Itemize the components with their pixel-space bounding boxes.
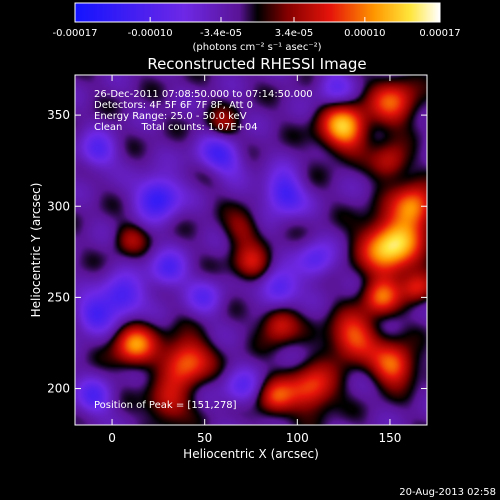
colorbar: -0.00017 -0.00010 -3.4e-05 3.4e-05 0.00010 0.… [53,2,461,53]
y-axis-ticks: 200 250 300 350 [47,108,427,396]
annotation-time-range: 26-Dec-2011 07:08:50.000 to 07:14:50.000 [94,89,313,100]
plot-area: 0 50 100 150 200 250 300 350 [47,74,428,445]
annotation-detectors: Detectors: 4F 5F 6F 7F 8F, Att 0 [94,100,253,111]
annotation-method-counts: Clean Total counts: 1.07E+04 [94,122,258,133]
x-axis-label: Heliocentric X (arcsec) [183,447,319,461]
colorbar-gradient [75,3,440,22]
annotation-block: 26-Dec-2011 07:08:50.000 to 07:14:50.000… [94,89,313,411]
colorbar-tick-label: 0.00010 [344,28,385,39]
colorbar-units: (photons cm⁻² s⁻¹ asec⁻²) [192,42,321,53]
colorbar-ticks: -0.00017 -0.00010 -3.4e-05 3.4e-05 0.00010 0.… [53,17,461,39]
x-tick-label: 50 [197,431,212,445]
x-tick-label: 0 [108,431,116,445]
chart-title: Reconstructed RHESSI Image [147,55,366,73]
x-axis-ticks: 0 50 100 150 [108,75,401,445]
colorbar-tick-label: 3.4e-05 [275,28,313,39]
footer-timestamp: 20-Aug-2013 02:58 [399,487,496,498]
x-tick-label: 150 [378,431,401,445]
y-tick-label: 250 [47,290,70,304]
y-tick-label: 300 [47,199,70,213]
colorbar-tick-label: -3.4e-05 [200,28,242,39]
plot-frame [74,74,428,426]
colorbar-tick-label: -0.00010 [128,28,173,39]
x-tick-label: 100 [286,431,309,445]
annotation-energy-range: Energy Range: 25.0 - 50.0 keV [94,111,247,122]
colorbar-frame [74,2,441,23]
y-tick-label: 350 [47,108,70,122]
colorbar-tick-label: 0.00017 [419,28,460,39]
peak-position-label: Position of Peak = [151,278] [94,400,237,411]
heatmap-image [75,75,427,425]
y-axis-label: Heliocentric Y (arcsec) [29,183,43,318]
colorbar-tick-label: -0.00017 [53,28,98,39]
y-tick-label: 200 [47,382,70,396]
